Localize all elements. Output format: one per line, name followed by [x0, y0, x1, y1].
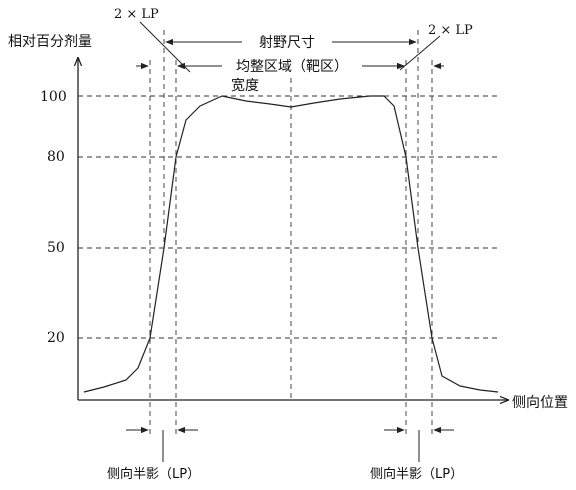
- flat-region-label2-bg: [226, 76, 264, 94]
- y-tick-100: 100: [40, 89, 67, 105]
- flat-region-label-bg: [222, 56, 362, 76]
- y-tick-80: 80: [47, 149, 65, 165]
- two-lp-left-label: 2 × LP: [114, 7, 159, 22]
- y-axis-label: 相对百分剂量: [8, 34, 92, 50]
- penumbra-left-label: 侧向半影（LP）: [107, 466, 200, 482]
- flat-region-label-line1: 均整区域（靶区）: [236, 59, 348, 75]
- two-lp-left-leader: [139, 21, 191, 73]
- y-tick-50: 50: [47, 240, 65, 256]
- two-lp-right-leader: [399, 35, 441, 71]
- y-tick-20: 20: [47, 330, 65, 346]
- penumbra-right-label: 侧向半影（LP）: [370, 466, 463, 482]
- x-axis-label: 侧向位置: [512, 395, 568, 411]
- beam-profile-curve: [83, 95, 499, 393]
- field-size-label-bg: [242, 32, 332, 52]
- field-size-label: 射野尺寸: [259, 35, 315, 51]
- flat-region-label-line2: 宽度: [231, 77, 259, 94]
- two-lp-right-label: 2 × LP: [428, 23, 473, 38]
